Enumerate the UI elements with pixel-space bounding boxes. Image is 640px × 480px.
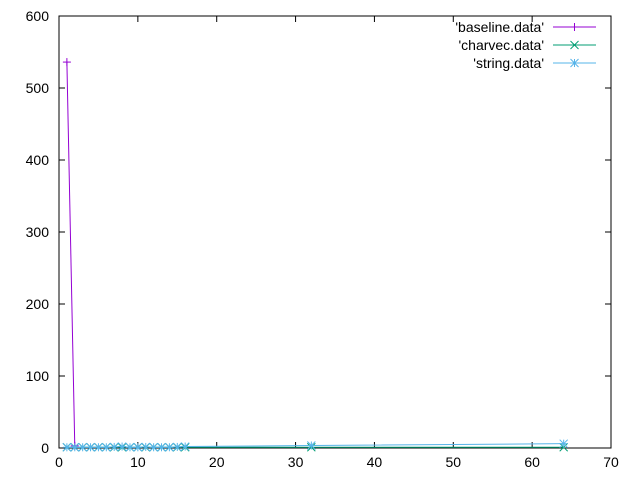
data-point-2 xyxy=(70,442,80,452)
legend-label-1: 'charvec.data' xyxy=(458,37,544,53)
data-point-2 xyxy=(117,442,127,451)
y-tick-label: 500 xyxy=(26,80,50,96)
x-axis: 0 10 20 30 40 50 60 70 xyxy=(55,16,619,470)
x-tick-label: 70 xyxy=(603,454,619,470)
legend-marker-1 xyxy=(570,40,579,50)
data-point-2 xyxy=(559,439,569,449)
y-tick-label: 400 xyxy=(26,152,50,168)
x-tick-label: 30 xyxy=(288,454,304,470)
data-point-2 xyxy=(157,442,166,452)
data-point-2 xyxy=(125,442,135,452)
y-tick-label: 600 xyxy=(26,8,50,24)
x-tick-label: 20 xyxy=(209,454,225,470)
x-tick-label: 50 xyxy=(445,454,461,470)
plot-frame xyxy=(58,15,612,449)
y-tick-label: 200 xyxy=(26,296,50,312)
data-point-2 xyxy=(109,442,119,452)
data-point-2 xyxy=(306,441,316,450)
legend-label-2: 'string.data' xyxy=(473,55,544,71)
data-point-2 xyxy=(94,442,103,452)
data-point-2 xyxy=(78,442,88,452)
y-tick-label: 300 xyxy=(26,224,50,240)
legend-label-0: 'baseline.data' xyxy=(455,19,544,35)
y-tick-label: 100 xyxy=(26,368,50,384)
x-tick-label: 60 xyxy=(524,454,540,470)
legend-marker-0 xyxy=(570,23,579,31)
data-point-2 xyxy=(101,442,111,452)
data-point-2 xyxy=(172,442,182,452)
series-layer xyxy=(62,58,569,452)
series-line-0 xyxy=(66,62,76,446)
legend-marker-2 xyxy=(570,58,579,68)
y-tick-label: 0 xyxy=(41,440,49,456)
data-point-0 xyxy=(62,58,71,67)
data-point-2 xyxy=(165,442,174,452)
y-axis: 0 100 200 300 400 500 600 xyxy=(26,8,611,456)
x-tick-label: 40 xyxy=(367,454,383,470)
legend: 'baseline.data' 'charvec.data' 'string.dat… xyxy=(455,19,596,71)
data-point-2 xyxy=(62,442,72,452)
data-point-2 xyxy=(149,442,158,452)
x-tick-label: 10 xyxy=(130,454,146,470)
data-point-2 xyxy=(180,442,190,451)
data-point-2 xyxy=(141,442,151,452)
data-point-2 xyxy=(133,442,143,452)
x-tick-label: 0 xyxy=(55,454,63,470)
data-point-2 xyxy=(86,442,95,452)
